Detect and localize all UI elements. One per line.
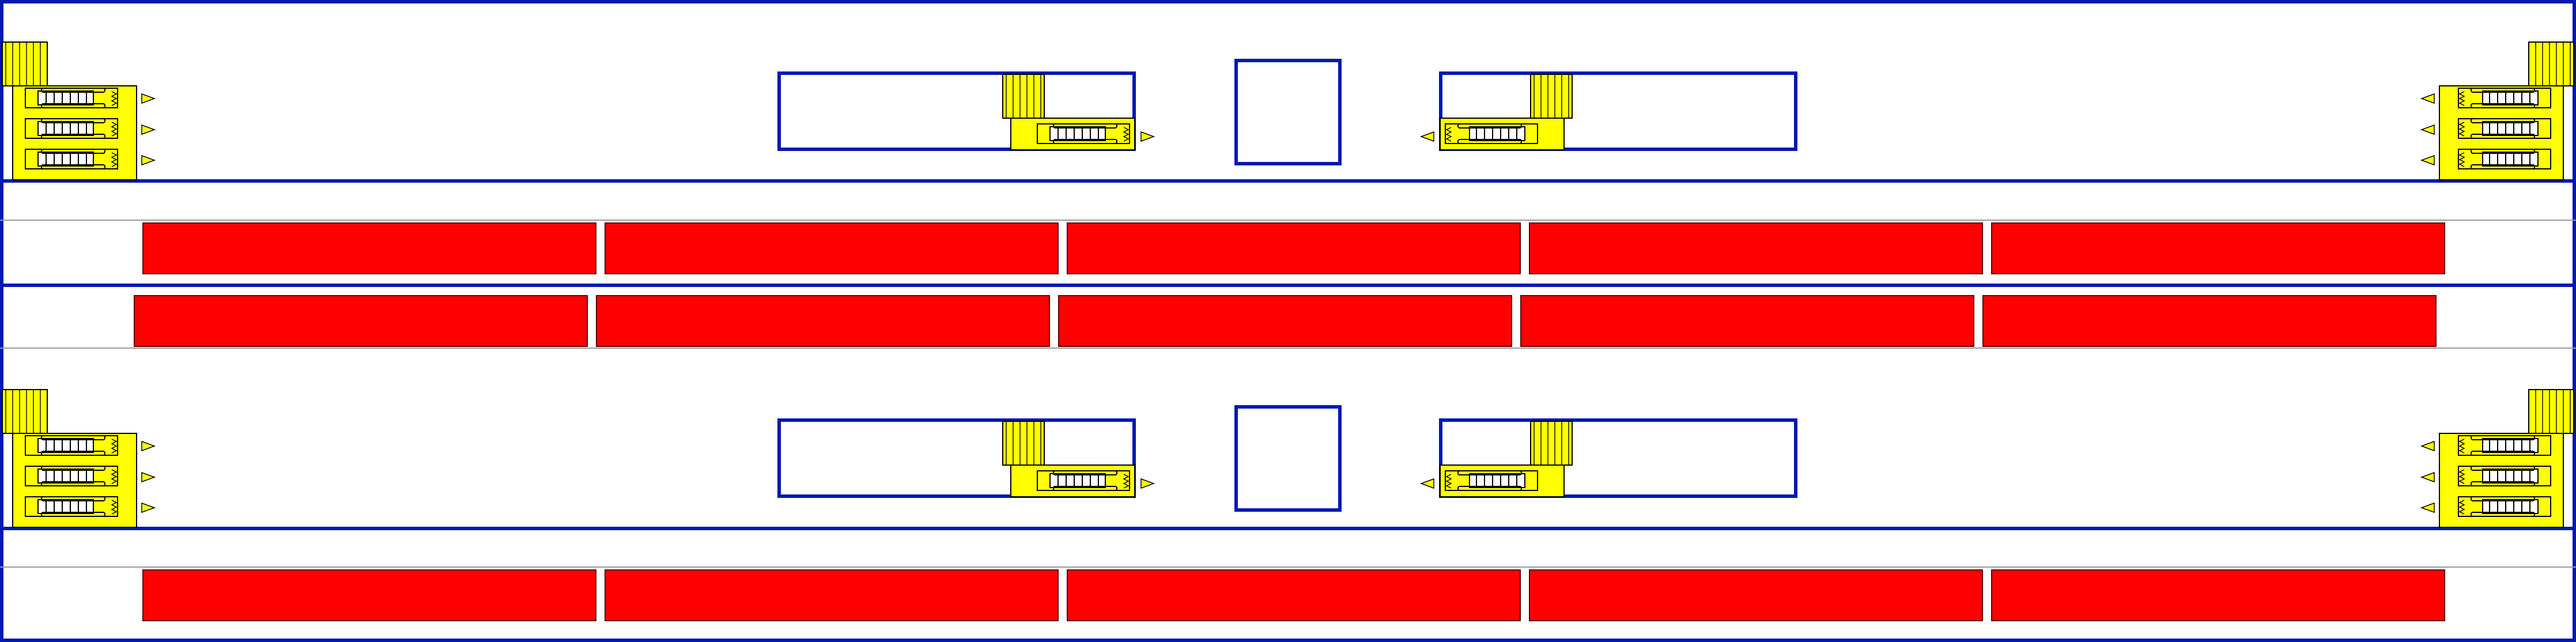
escalator-bank-left	[2, 390, 154, 527]
escalator-bank-right	[2422, 390, 2574, 527]
platform-room-center	[1234, 59, 1342, 165]
train-car	[134, 295, 588, 347]
train-car	[605, 569, 1059, 621]
train-car	[1991, 569, 2445, 621]
train-car	[596, 295, 1050, 347]
track-1	[142, 222, 2445, 274]
train-car	[1058, 295, 1512, 347]
escalator-bank-right	[2422, 42, 2574, 180]
platform-1	[2, 42, 2574, 180]
platform-room-center	[1234, 405, 1342, 512]
train-car	[142, 222, 596, 274]
separator-lines	[0, 179, 2576, 568]
train-car	[1529, 222, 1983, 274]
track-3	[142, 569, 2445, 621]
train-car	[1982, 295, 2437, 347]
train-car	[605, 222, 1059, 274]
train-car	[142, 569, 596, 621]
track-2	[134, 295, 2437, 347]
train-car	[1067, 222, 1521, 274]
train-car	[1529, 569, 1983, 621]
train-car	[1520, 295, 1974, 347]
train-car	[1991, 222, 2445, 274]
escalator-bank-left	[2, 42, 154, 180]
trains	[134, 222, 2445, 621]
platform-2	[2, 390, 2574, 527]
train-car	[1067, 569, 1521, 621]
